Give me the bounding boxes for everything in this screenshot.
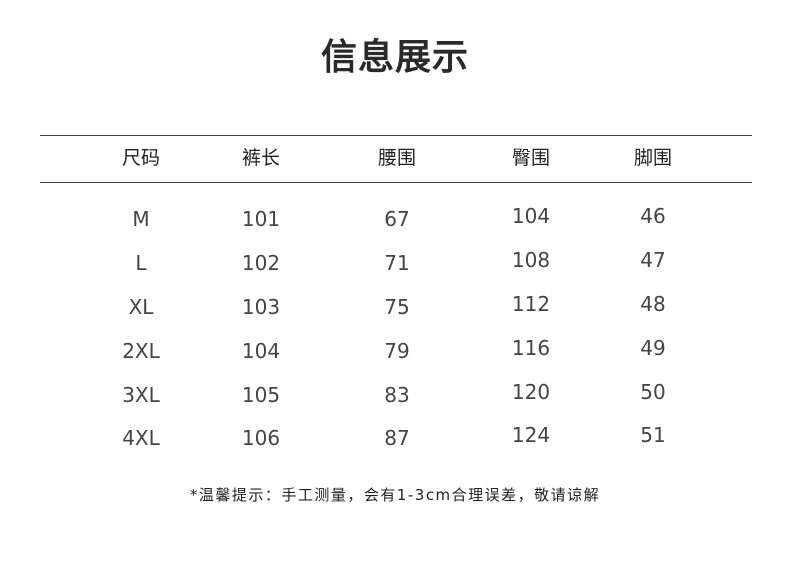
cell-hem: 50 — [640, 380, 666, 404]
cell-hip: 120 — [511, 380, 551, 404]
cell-size: M — [132, 207, 150, 231]
cell-hip: 124 — [511, 423, 551, 447]
table-top-divider — [40, 135, 752, 136]
cell-waist: 87 — [384, 426, 410, 450]
cell-hem: 46 — [640, 204, 666, 228]
cell-waist: 71 — [384, 251, 410, 275]
cell-waist: 75 — [384, 295, 410, 319]
cell-hip: 116 — [511, 336, 551, 360]
header-divider — [40, 182, 752, 183]
cell-size: L — [135, 251, 147, 275]
cell-length: 105 — [241, 383, 281, 407]
cell-length: 104 — [241, 339, 281, 363]
cell-size: 3XL — [122, 383, 160, 407]
header-hem: 脚围 — [633, 147, 672, 169]
cell-hem: 51 — [640, 423, 666, 447]
cell-length: 106 — [241, 426, 281, 450]
cell-size: 4XL — [122, 426, 160, 450]
cell-waist: 79 — [384, 339, 410, 363]
header-size: 尺码 — [121, 147, 160, 169]
cell-hem: 47 — [640, 248, 666, 272]
cell-hem: 49 — [640, 336, 666, 360]
cell-length: 103 — [241, 295, 281, 319]
cell-hip: 108 — [511, 248, 551, 272]
header-hip: 臀围 — [511, 147, 550, 169]
cell-size: XL — [128, 295, 154, 319]
cell-size: 2XL — [122, 339, 160, 363]
header-waist: 腰围 — [377, 147, 416, 169]
cell-hip: 112 — [511, 292, 551, 316]
cell-waist: 83 — [384, 383, 410, 407]
cell-length: 101 — [241, 207, 281, 231]
measurement-note: *温馨提示：手工测量，会有1-3cm合理误差，敬请谅解 — [189, 486, 601, 504]
page-title: 信息展示 — [320, 37, 469, 78]
cell-hem: 48 — [640, 292, 666, 316]
cell-length: 102 — [241, 251, 281, 275]
cell-hip: 104 — [511, 204, 551, 228]
cell-waist: 67 — [384, 207, 410, 231]
header-length: 裤长 — [241, 147, 280, 169]
